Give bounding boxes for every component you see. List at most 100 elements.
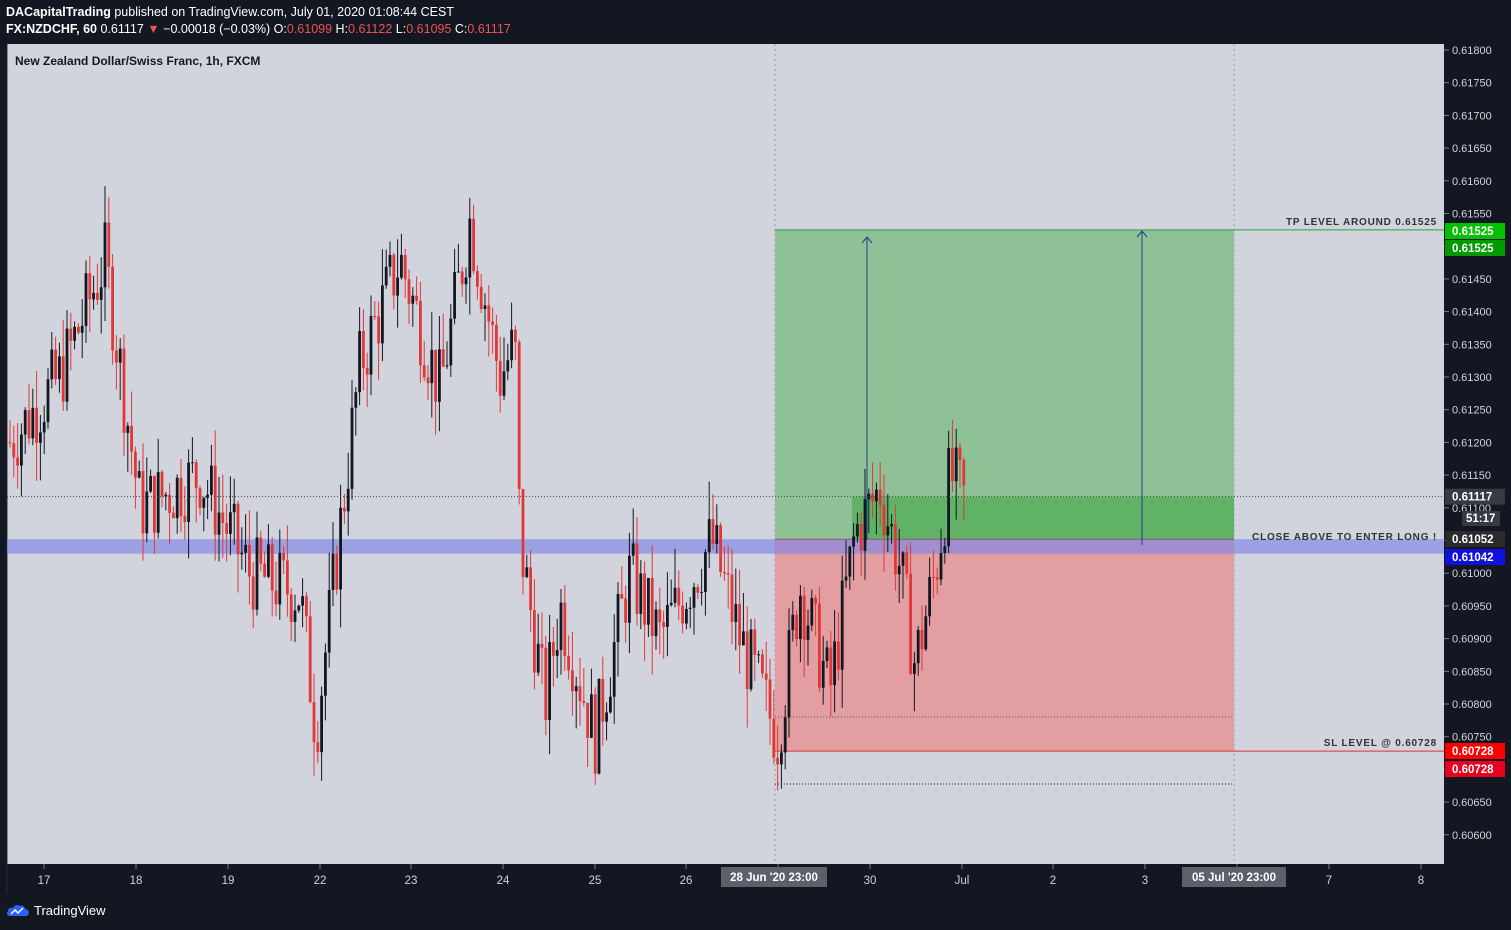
candle-body [194, 462, 198, 489]
candle-body [392, 254, 396, 296]
profit-zone[interactable] [775, 229, 1234, 540]
candle-body [388, 254, 392, 267]
candle-body [77, 326, 80, 333]
candle-body [609, 696, 612, 713]
symbol-label[interactable]: FX:NZDCHF, 60 [6, 22, 97, 36]
entry-band[interactable] [7, 539, 1444, 554]
candle-body [829, 647, 833, 686]
candle-body [134, 451, 137, 478]
x-tick-label: 3 [1142, 875, 1148, 887]
price-change: −0.00018 (−0.03%) [163, 22, 271, 36]
candle-body [168, 494, 171, 513]
x-tick-label: 19 [222, 875, 235, 887]
candle-body [343, 507, 346, 512]
y-tick-label: 0.61600 [1452, 176, 1492, 188]
candle-body [69, 328, 73, 341]
candle-body [107, 222, 111, 267]
published-text: published on TradingView.com, July 01, 2… [114, 5, 454, 19]
candle-body [327, 589, 331, 653]
candle-body [65, 328, 69, 402]
candle-body [696, 587, 700, 593]
candle-body [502, 371, 506, 396]
range-start-label: 28 Jun '20 23:00 [730, 872, 818, 884]
candle-body [396, 277, 399, 296]
candle-body [419, 300, 422, 366]
candle-body [384, 266, 388, 286]
candle-body [761, 654, 764, 674]
candle-body [533, 610, 536, 673]
candle-body [282, 552, 285, 561]
candle-body [430, 349, 434, 384]
candle-body [58, 356, 61, 380]
tp-annotation[interactable]: TP LEVEL AROUND 0.61525 [1286, 217, 1437, 228]
y-tick-label: 0.61150 [1452, 470, 1491, 482]
y-tick-label: 0.60650 [1452, 797, 1492, 809]
candle-body [232, 503, 236, 513]
candle-body [590, 694, 593, 738]
candle-body [616, 593, 620, 643]
candle-body [848, 546, 852, 577]
candle-body [552, 642, 555, 656]
candle-body [84, 273, 88, 326]
x-tick-label: 25 [589, 875, 602, 887]
candle-body [301, 596, 304, 606]
loss-zone[interactable] [775, 539, 1234, 752]
price-chart[interactable]: New Zealand Dollar/Swiss Franc, 1h, FXCM… [0, 44, 1511, 894]
range-start-badge [721, 867, 827, 887]
candle-body [905, 552, 909, 574]
candle-body [635, 543, 639, 614]
candle-body [802, 595, 806, 640]
candle-body [878, 489, 882, 506]
candle-body [487, 305, 491, 322]
overlays [7, 230, 1444, 785]
open-value: 0.61099 [286, 22, 333, 36]
candle-body [365, 367, 369, 375]
candle-body [267, 544, 270, 577]
candle-body [229, 512, 232, 534]
candle-body [137, 471, 141, 478]
position-zones[interactable] [7, 229, 1444, 752]
y-tick-label: 0.60800 [1452, 699, 1492, 711]
candle-body [559, 602, 563, 651]
candle-body [935, 577, 939, 580]
high-label: H: [335, 22, 349, 36]
candle-body [654, 609, 658, 637]
candle-body [715, 525, 719, 544]
candle-body [886, 526, 890, 536]
candle-body [806, 625, 810, 640]
candle-body [92, 292, 95, 300]
sl-annotation[interactable]: SL LEVEL @ 0.60728 [1324, 738, 1437, 749]
candle-body [685, 609, 688, 624]
tradingview-logo[interactable]: TradingView [6, 902, 106, 918]
x-tick-label: 30 [864, 875, 877, 887]
y-tick-label: 0.61000 [1452, 568, 1492, 580]
candle-body [692, 587, 696, 608]
y-tick-label: 0.61550 [1452, 209, 1492, 221]
candle-body [514, 329, 517, 343]
candle-body [251, 576, 255, 610]
candle-body [483, 305, 487, 310]
y-tick-label: 0.60600 [1452, 830, 1492, 842]
publisher-name[interactable]: DACapitalTrading [6, 5, 111, 19]
candle-body [39, 432, 42, 443]
blue-level-price-tag: 0.61042 [1452, 552, 1494, 564]
x-tick-label: 24 [497, 875, 510, 887]
y-tick-label: 0.60900 [1452, 634, 1492, 646]
candle-body [662, 622, 665, 627]
last-price-tag-bg [1445, 488, 1505, 505]
candle-body [628, 555, 631, 623]
entry-annotation[interactable]: CLOSE ABOVE TO ENTER LONG ! [1252, 532, 1437, 543]
candle-body [255, 537, 259, 610]
candle-body [947, 448, 950, 547]
candle-body [647, 577, 650, 625]
down-arrow-icon: ▼ [147, 22, 160, 36]
candle-body [99, 287, 103, 300]
candle-body [175, 477, 179, 519]
candle-body [16, 457, 19, 466]
candle-body [400, 254, 403, 278]
candle-body [73, 326, 76, 341]
chart-area[interactable]: New Zealand Dollar/Swiss Franc, 1h, FXCM… [0, 44, 1511, 894]
candle-body [962, 459, 966, 486]
candle-body [544, 647, 548, 721]
candle-body [624, 598, 627, 623]
